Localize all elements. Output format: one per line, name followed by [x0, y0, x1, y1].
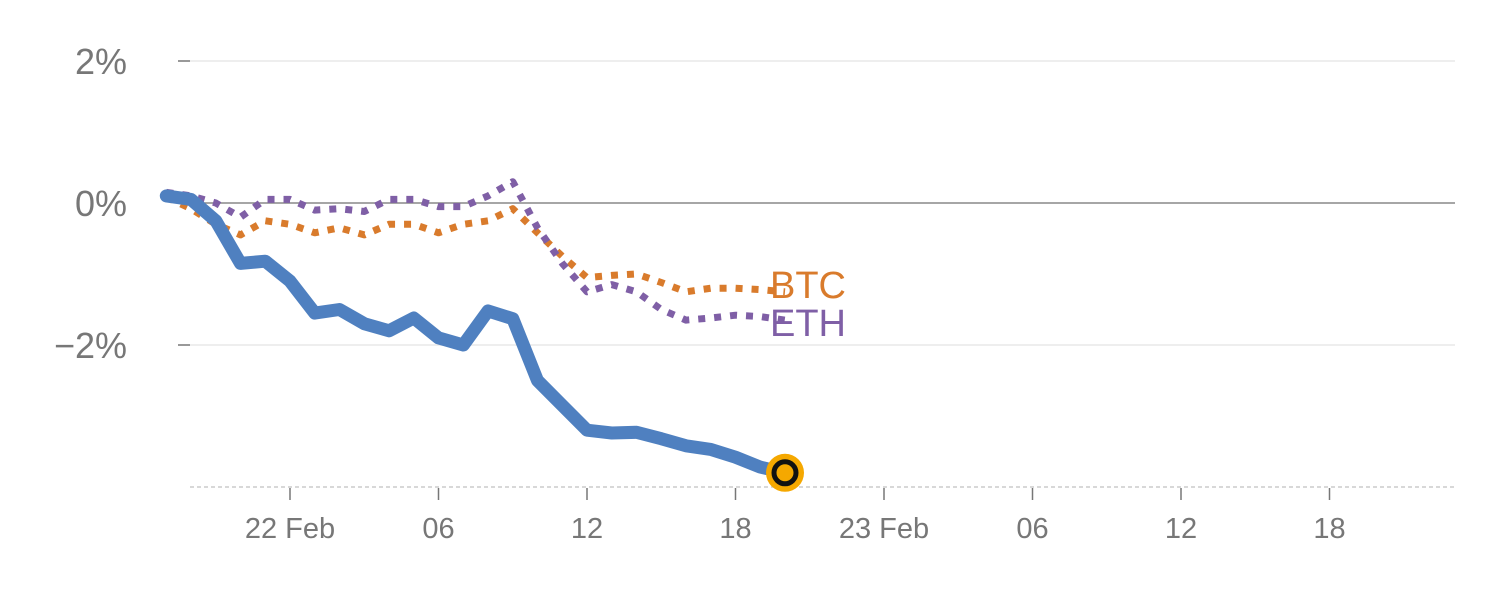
x-tick-label: 18	[719, 513, 751, 545]
y-axis-ticks: 2% 0% −2%	[54, 41, 190, 366]
x-tick-label: 12	[1165, 513, 1197, 545]
x-tick-label: 06	[1016, 513, 1048, 545]
series-lines	[159, 178, 792, 480]
x-axis-ticks: 22 Feb 06 12 18 23 Feb 06 12 18	[245, 488, 1346, 545]
x-tick-label: 06	[422, 513, 454, 545]
series-line-main	[159, 189, 792, 480]
gridlines	[190, 60, 1455, 346]
y-tick-label: 0%	[75, 183, 127, 224]
x-tick-label: 12	[571, 513, 603, 545]
series-line-btc	[164, 194, 786, 296]
x-tick-label: 18	[1313, 513, 1345, 545]
end-marker-ring	[771, 459, 799, 487]
end-marker-group	[766, 453, 804, 492]
x-tick-label: 23 Feb	[839, 513, 929, 545]
y-tick-label: −2%	[54, 325, 127, 366]
axes	[190, 202, 1455, 488]
series-line-eth	[165, 178, 786, 324]
series-labels: BTC ETH	[770, 265, 846, 345]
series-label-btc: BTC	[770, 265, 846, 307]
x-tick-label: 22 Feb	[245, 513, 335, 545]
series-label-eth: ETH	[770, 303, 846, 345]
y-tick-label: 2%	[75, 41, 127, 82]
